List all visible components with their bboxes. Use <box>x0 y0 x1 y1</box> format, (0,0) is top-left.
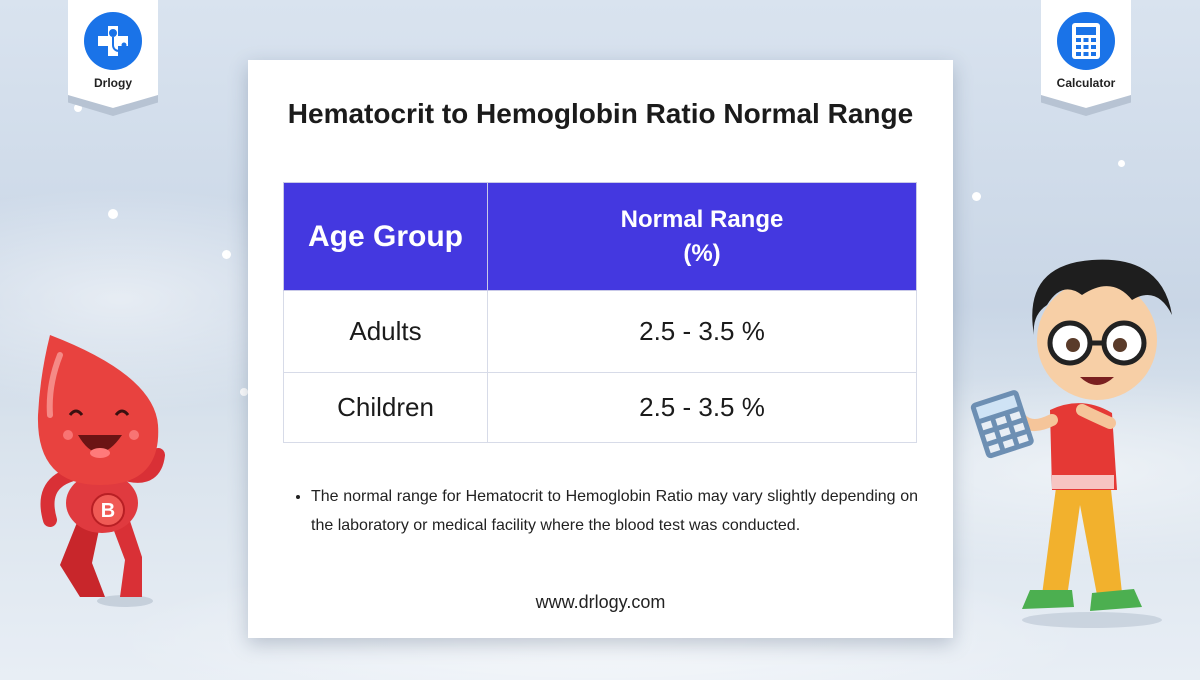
drlogy-badge[interactable]: Drlogy <box>68 0 158 108</box>
header-age-group: Age Group <box>283 182 488 291</box>
mascot-letter: B <box>101 500 115 522</box>
header-normal-range: Normal Range (%) <box>487 182 917 291</box>
header-unit: (%) <box>683 239 721 267</box>
calculator-icon <box>1057 12 1115 70</box>
table-row: Adults 2.5 - 3.5 % <box>283 290 917 373</box>
sparkle-dot <box>240 388 248 396</box>
note-list: The normal range for Hematocrit to Hemog… <box>311 482 918 540</box>
row-range: 2.5 - 3.5 % <box>487 372 917 443</box>
sparkle-dot <box>972 192 981 201</box>
badge-label: Calculator <box>1056 76 1116 90</box>
sparkle-dot <box>1118 160 1125 167</box>
table-row: Children 2.5 - 3.5 % <box>283 372 917 443</box>
sparkle-dot <box>108 209 118 219</box>
sparkle-dot <box>74 104 82 112</box>
page-title: Hematocrit to Hemoglobin Ratio Normal Ra… <box>287 98 914 129</box>
range-card: Hematocrit to Hemoglobin Ratio Normal Ra… <box>248 60 953 638</box>
badge-label: Drlogy <box>93 76 132 90</box>
sparkle-dot <box>222 250 231 259</box>
row-range: 2.5 - 3.5 % <box>487 290 917 373</box>
boy-with-calculator <box>970 259 1172 628</box>
medical-cross-stethoscope-icon <box>84 12 142 70</box>
calculator-badge[interactable]: Calculator <box>1041 0 1131 108</box>
table-header-row: Age Group Normal Range (%) <box>283 182 917 291</box>
note-section: The normal range for Hematocrit to Hemog… <box>311 482 918 540</box>
note-item: The normal range for Hematocrit to Hemog… <box>311 482 918 540</box>
range-table: Age Group Normal Range (%) Adults 2.5 - … <box>283 182 917 443</box>
row-age-group: Adults <box>283 290 488 373</box>
blood-drop-mascot: B <box>37 335 165 607</box>
header-normal-range-label: Normal Range <box>620 205 784 233</box>
row-age-group: Children <box>283 372 488 443</box>
website-link[interactable]: www.drlogy.com <box>535 592 666 612</box>
